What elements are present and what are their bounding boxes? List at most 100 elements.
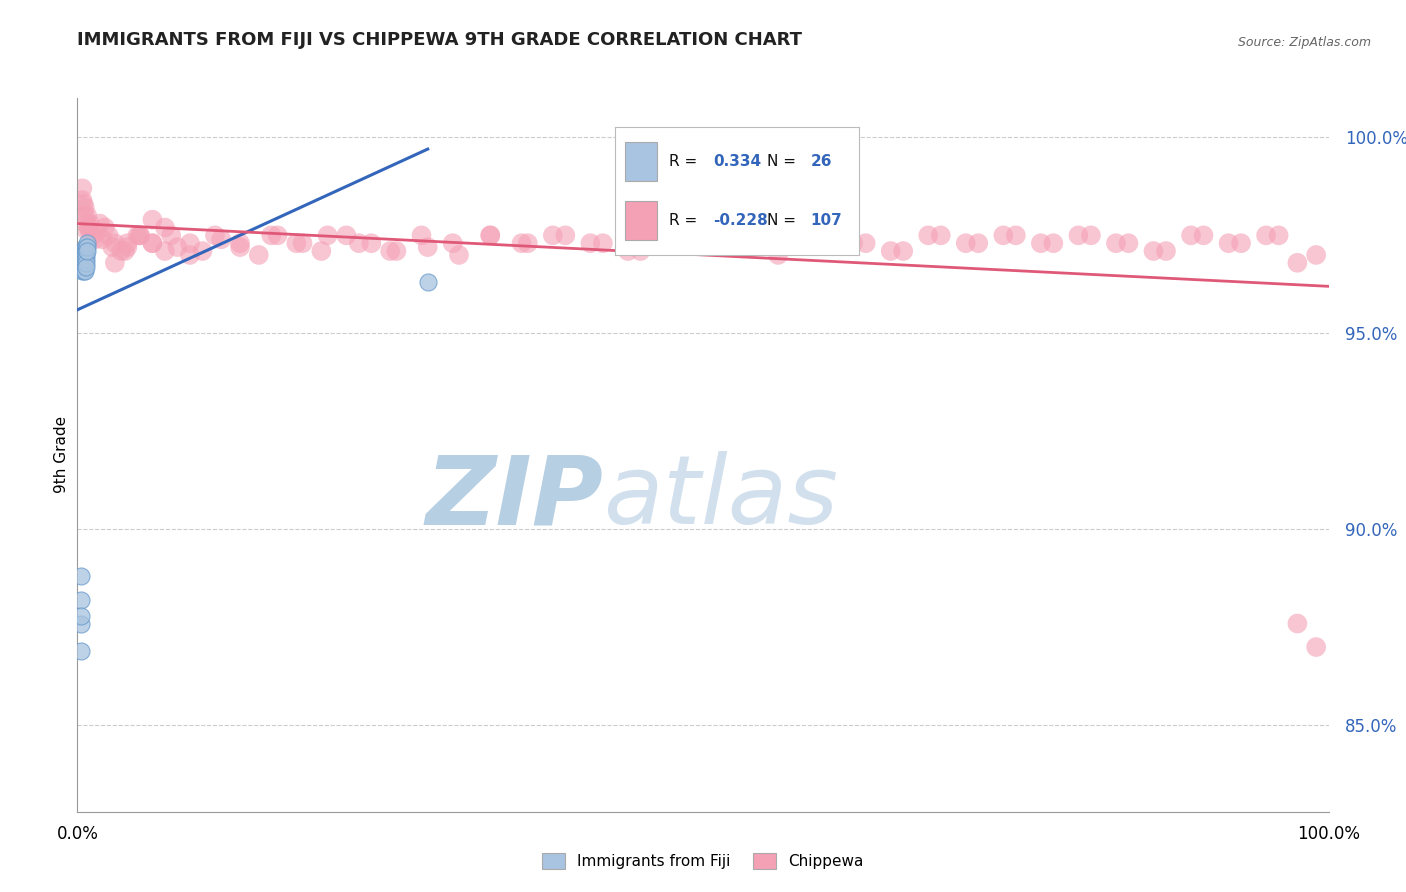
Point xyxy=(891,244,914,258)
Point xyxy=(73,201,96,215)
Point xyxy=(72,252,94,266)
Bar xyxy=(626,142,657,180)
Point xyxy=(630,244,652,258)
Point xyxy=(1154,244,1177,258)
Point xyxy=(880,244,903,258)
Point xyxy=(72,263,94,277)
Point xyxy=(73,248,96,262)
Point xyxy=(110,244,132,258)
Point xyxy=(1029,236,1052,251)
Point xyxy=(141,236,163,251)
Point xyxy=(1180,228,1202,243)
Point xyxy=(70,644,93,658)
Point xyxy=(554,228,576,243)
Point xyxy=(842,236,865,251)
Point xyxy=(1286,256,1309,270)
Point xyxy=(510,236,533,251)
Point xyxy=(229,240,252,254)
Point xyxy=(229,236,252,251)
Point xyxy=(617,244,640,258)
Point xyxy=(79,217,101,231)
Point xyxy=(766,248,789,262)
Point xyxy=(117,240,139,254)
Point xyxy=(73,244,96,258)
Point xyxy=(79,224,101,238)
Point xyxy=(1105,236,1128,251)
Point xyxy=(73,256,96,270)
Text: Source: ZipAtlas.com: Source: ZipAtlas.com xyxy=(1237,36,1371,49)
Point xyxy=(75,260,97,274)
Point xyxy=(104,236,127,251)
Point xyxy=(70,616,93,631)
Point xyxy=(380,244,402,258)
Point xyxy=(385,244,408,258)
Point xyxy=(70,593,93,607)
Text: ZIP: ZIP xyxy=(425,451,603,544)
Point xyxy=(360,236,382,251)
Point xyxy=(779,236,801,251)
Point xyxy=(411,228,433,243)
Point xyxy=(94,220,117,235)
Point xyxy=(84,224,107,238)
Point xyxy=(160,228,183,243)
Point xyxy=(1067,228,1090,243)
Point xyxy=(704,236,727,251)
Point xyxy=(1118,236,1140,251)
Point xyxy=(1267,228,1289,243)
Point xyxy=(285,236,308,251)
Point xyxy=(153,220,176,235)
Point xyxy=(1080,228,1102,243)
Point xyxy=(592,236,614,251)
Point xyxy=(83,232,105,246)
Point xyxy=(141,236,163,251)
Point xyxy=(1286,616,1309,631)
Text: IMMIGRANTS FROM FIJI VS CHIPPEWA 9TH GRADE CORRELATION CHART: IMMIGRANTS FROM FIJI VS CHIPPEWA 9TH GRA… xyxy=(77,31,803,49)
Text: 26: 26 xyxy=(811,153,832,169)
Point xyxy=(335,228,357,243)
Point xyxy=(516,236,538,251)
Point xyxy=(72,181,94,195)
Point xyxy=(804,228,827,243)
Point xyxy=(1305,640,1327,654)
Point xyxy=(416,276,439,290)
Point xyxy=(1230,236,1253,251)
Point xyxy=(1218,236,1240,251)
Point xyxy=(76,240,98,254)
Text: -0.228: -0.228 xyxy=(713,213,768,228)
Point xyxy=(479,228,502,243)
Point xyxy=(347,236,370,251)
Text: R =: R = xyxy=(669,213,702,228)
Point xyxy=(75,248,97,262)
Point xyxy=(73,260,96,274)
Point xyxy=(416,240,439,254)
Point xyxy=(75,252,97,266)
Text: atlas: atlas xyxy=(603,451,838,544)
Point xyxy=(204,228,226,243)
Point xyxy=(72,248,94,262)
Point xyxy=(72,244,94,258)
Point xyxy=(72,197,94,211)
Point xyxy=(97,228,120,243)
Point xyxy=(76,224,98,238)
Point xyxy=(89,217,111,231)
Point xyxy=(855,236,877,251)
Point xyxy=(1256,228,1278,243)
Point xyxy=(72,256,94,270)
Point xyxy=(817,228,839,243)
Point xyxy=(1042,236,1064,251)
Point xyxy=(266,228,288,243)
Point xyxy=(179,248,201,262)
Point xyxy=(153,244,176,258)
Point xyxy=(129,228,152,243)
Point xyxy=(1142,244,1164,258)
Point xyxy=(316,228,339,243)
Point xyxy=(76,236,98,251)
Point xyxy=(967,236,990,251)
Text: R =: R = xyxy=(669,153,702,169)
Point xyxy=(73,240,96,254)
Point xyxy=(730,240,752,254)
Point xyxy=(311,244,333,258)
Point xyxy=(117,236,139,251)
Point xyxy=(141,212,163,227)
Point xyxy=(166,240,188,254)
